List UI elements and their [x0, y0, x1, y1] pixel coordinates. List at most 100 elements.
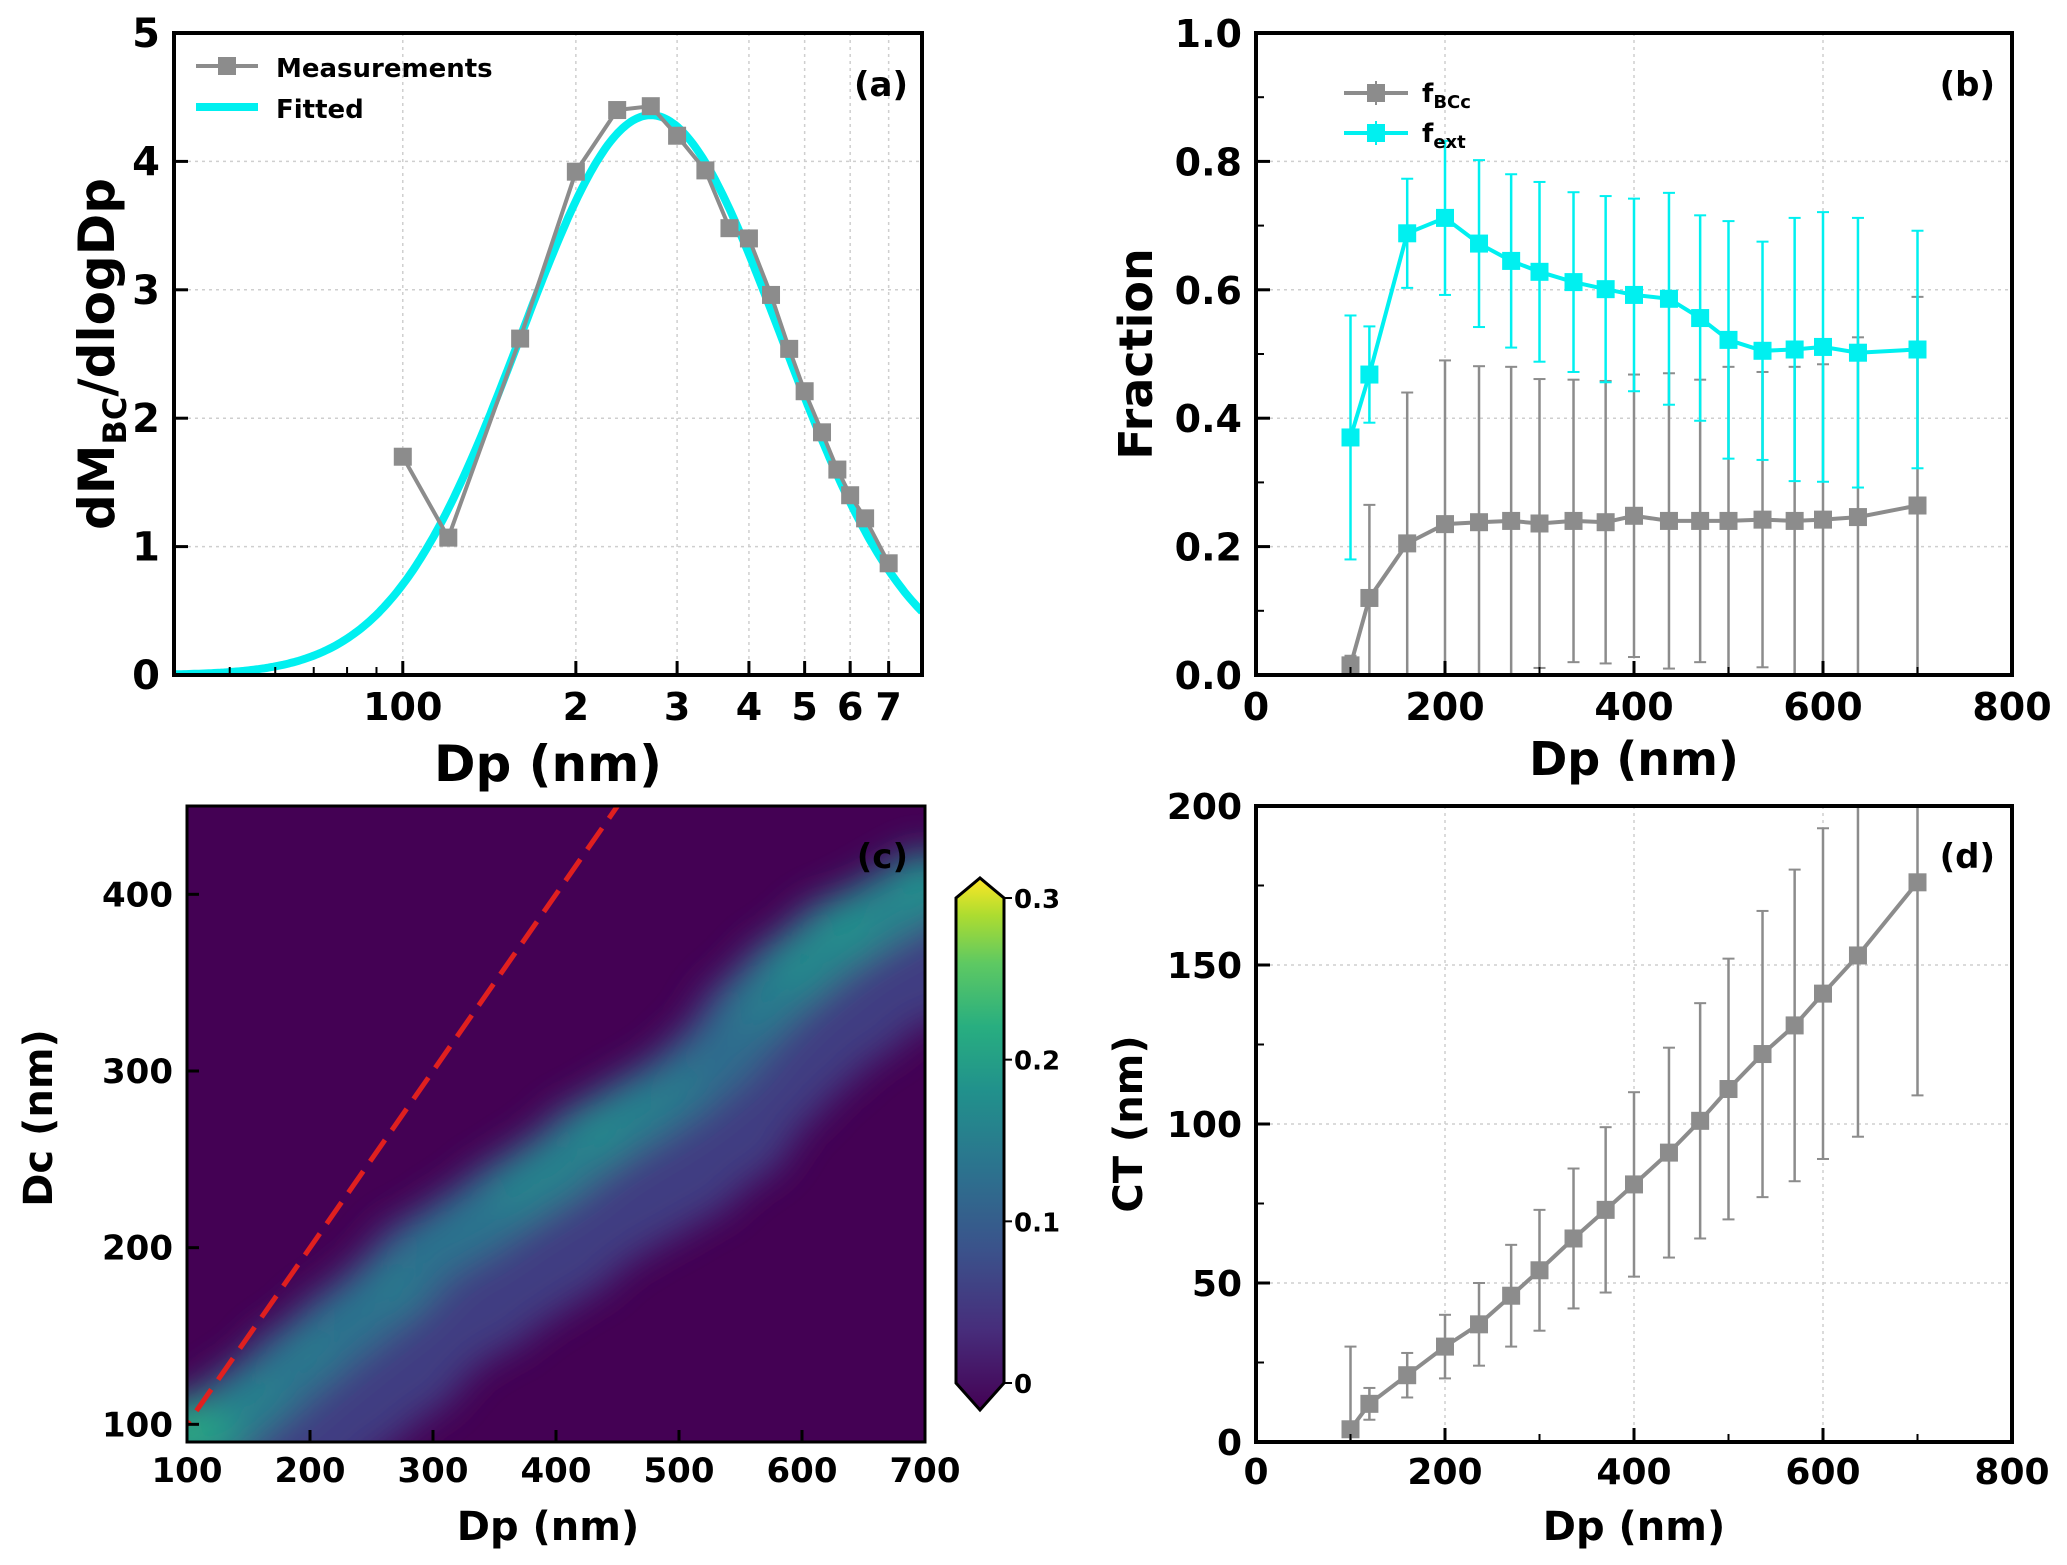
data-point: [1814, 337, 1832, 356]
panel-b-xlabel: Dp (nm): [1529, 732, 1739, 786]
density-peak: [374, 1264, 419, 1309]
data-point: [1719, 511, 1738, 530]
tick-label-y: 0.2: [1175, 526, 1242, 570]
tick-label-x: 600: [767, 1451, 838, 1491]
panel-a-grid: [174, 33, 922, 675]
data-point: [1785, 511, 1804, 530]
data-point: [1625, 1175, 1643, 1194]
legend-measurements-label: Measurements: [276, 54, 493, 84]
measurement-point: [856, 509, 875, 528]
tick-label-y: 0.4: [1175, 397, 1242, 441]
data-point: [1596, 1200, 1615, 1219]
data-point: [1848, 946, 1867, 965]
data-point: [1530, 262, 1549, 281]
panel-a-label: (a): [854, 65, 908, 105]
data-point: [1502, 1286, 1521, 1305]
panel-b-markers-fext: [1341, 208, 1927, 447]
tick-label-y: 0.0: [1175, 654, 1242, 698]
density-peak: [332, 1296, 377, 1341]
measurement-point: [813, 423, 832, 442]
density-peak: [497, 1169, 542, 1214]
tick-label-x: 6: [837, 685, 863, 729]
legend-fbcc-label: fBCc: [1422, 79, 1471, 113]
tick-label-y: 150: [1167, 946, 1242, 987]
data-point: [1341, 1420, 1360, 1439]
data-point: [1596, 280, 1615, 299]
tick-label-y: 400: [102, 875, 173, 915]
data-point: [1848, 508, 1867, 527]
tick-label-x: 4: [736, 685, 762, 729]
tick-label-y: 1.0: [1175, 12, 1242, 56]
tick-label-x: 7: [875, 685, 901, 729]
tick-label-x: 600: [1783, 685, 1862, 729]
legend-fitted-label: Fitted: [276, 95, 364, 125]
tick-label-y: 50: [1192, 1264, 1242, 1305]
data-point: [1753, 510, 1772, 529]
tick-label-y: 200: [1167, 787, 1242, 828]
density-peak: [238, 1372, 283, 1417]
data-point: [1719, 330, 1738, 349]
panel-d-ylabel: CT (nm): [1106, 1035, 1152, 1212]
data-point: [1341, 428, 1360, 447]
data-point: [1470, 234, 1489, 253]
data-point: [1398, 224, 1417, 243]
density-plume: [772, 870, 925, 1045]
measurement-point: [879, 554, 898, 573]
legend-fext-marker: [1367, 124, 1385, 142]
colorbar-body: [954, 876, 1006, 1413]
data-point: [1691, 511, 1710, 530]
density-peak: [903, 863, 925, 908]
data-point: [1341, 656, 1360, 675]
legend-measurements-marker: [218, 57, 236, 75]
tick-label-y: 0.6: [1175, 269, 1242, 313]
tick-label-y: 300: [102, 1052, 173, 1092]
colorbar-tick-label: 0: [1014, 1370, 1032, 1400]
data-point: [1785, 1016, 1804, 1035]
tick-label-y: 1: [132, 525, 160, 571]
data-point: [1659, 511, 1678, 530]
data-point: [1719, 1080, 1738, 1099]
tick-label-x: 800: [1974, 1452, 2049, 1493]
data-point: [1848, 343, 1867, 362]
tick-label-x: 2: [563, 685, 589, 729]
legend-fext-label: fext: [1422, 119, 1466, 153]
panel-d-ticks: 0 200 400 600 800 0 50 100 150 200: [1167, 787, 2050, 1493]
panel-d: 0 200 400 600 800 0 50 100 150 200 (d) Dp (nm) CT…: [1106, 787, 2050, 1550]
tick-label-x: 100: [363, 685, 442, 729]
tick-label-y: 200: [102, 1229, 173, 1269]
density-peak: [189, 1409, 234, 1442]
tick-label-y: 4: [132, 139, 160, 185]
tick-label-x: 0: [1243, 685, 1269, 729]
panel-c-one-to-one-line: [187, 806, 620, 1429]
data-point: [1814, 510, 1832, 529]
data-point: [1436, 208, 1454, 227]
panel-c-xlabel: Dp (nm): [457, 1504, 639, 1550]
panel-a-measurement-line: [401, 104, 891, 565]
panel-a-xlabel: Dp (nm): [434, 735, 662, 793]
tick-label-x: 400: [521, 1451, 592, 1491]
density-peak: [780, 943, 824, 987]
panel-a-ylabel: dMBC/dlogDp: [68, 178, 134, 530]
tick-label-y: 100: [102, 1405, 173, 1445]
data-point: [1398, 534, 1417, 553]
data-point: [1814, 984, 1832, 1003]
data-point: [1360, 588, 1379, 607]
data-point: [1625, 506, 1643, 525]
data-point: [1908, 496, 1927, 515]
density-peak: [657, 1066, 701, 1111]
tick-label-y: 0: [132, 653, 160, 699]
tick-label-x: 400: [1596, 1452, 1671, 1493]
tick-label-y: 100: [1167, 1105, 1242, 1146]
data-point: [1530, 1261, 1549, 1280]
panel-b: 0 200 400 600 800 0.0 0.2 0.4 0.6 0.8 1.0 (b) fBCc…: [1109, 12, 2052, 786]
tick-label-y: 0: [1217, 1423, 1242, 1464]
density-peak: [620, 1087, 665, 1132]
tick-label-y: 2: [132, 396, 160, 442]
panel-a-measurement-markers: [393, 97, 898, 573]
data-point: [1502, 251, 1521, 270]
density-peak: [455, 1199, 500, 1244]
data-point: [1360, 1394, 1379, 1413]
colorbar-tick-label: 0.3: [1014, 885, 1060, 915]
